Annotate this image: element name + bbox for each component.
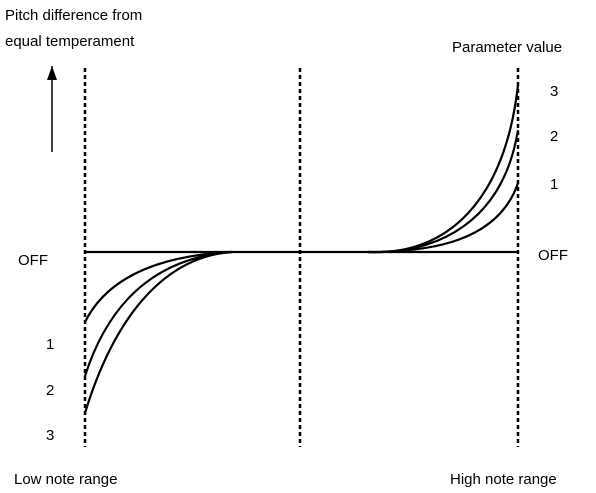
left-label: 3 [46, 427, 54, 444]
right-label: OFF [538, 247, 568, 264]
low-curve [84, 250, 233, 323]
left-label: OFF [18, 252, 48, 269]
low-range-label: Low note range [14, 471, 117, 488]
high-curve [367, 84, 520, 254]
left-label: 2 [46, 382, 54, 399]
right-label: 3 [550, 83, 558, 100]
right-label: 2 [550, 128, 558, 145]
low-curve [83, 250, 233, 414]
left-label: 1 [46, 336, 54, 353]
title-line: Pitch difference from [5, 7, 142, 24]
high-range-label: High note range [450, 471, 557, 488]
parameter-label: Parameter value [452, 39, 562, 56]
right-label: 1 [550, 176, 558, 193]
title-line: equal temperament [5, 33, 135, 50]
